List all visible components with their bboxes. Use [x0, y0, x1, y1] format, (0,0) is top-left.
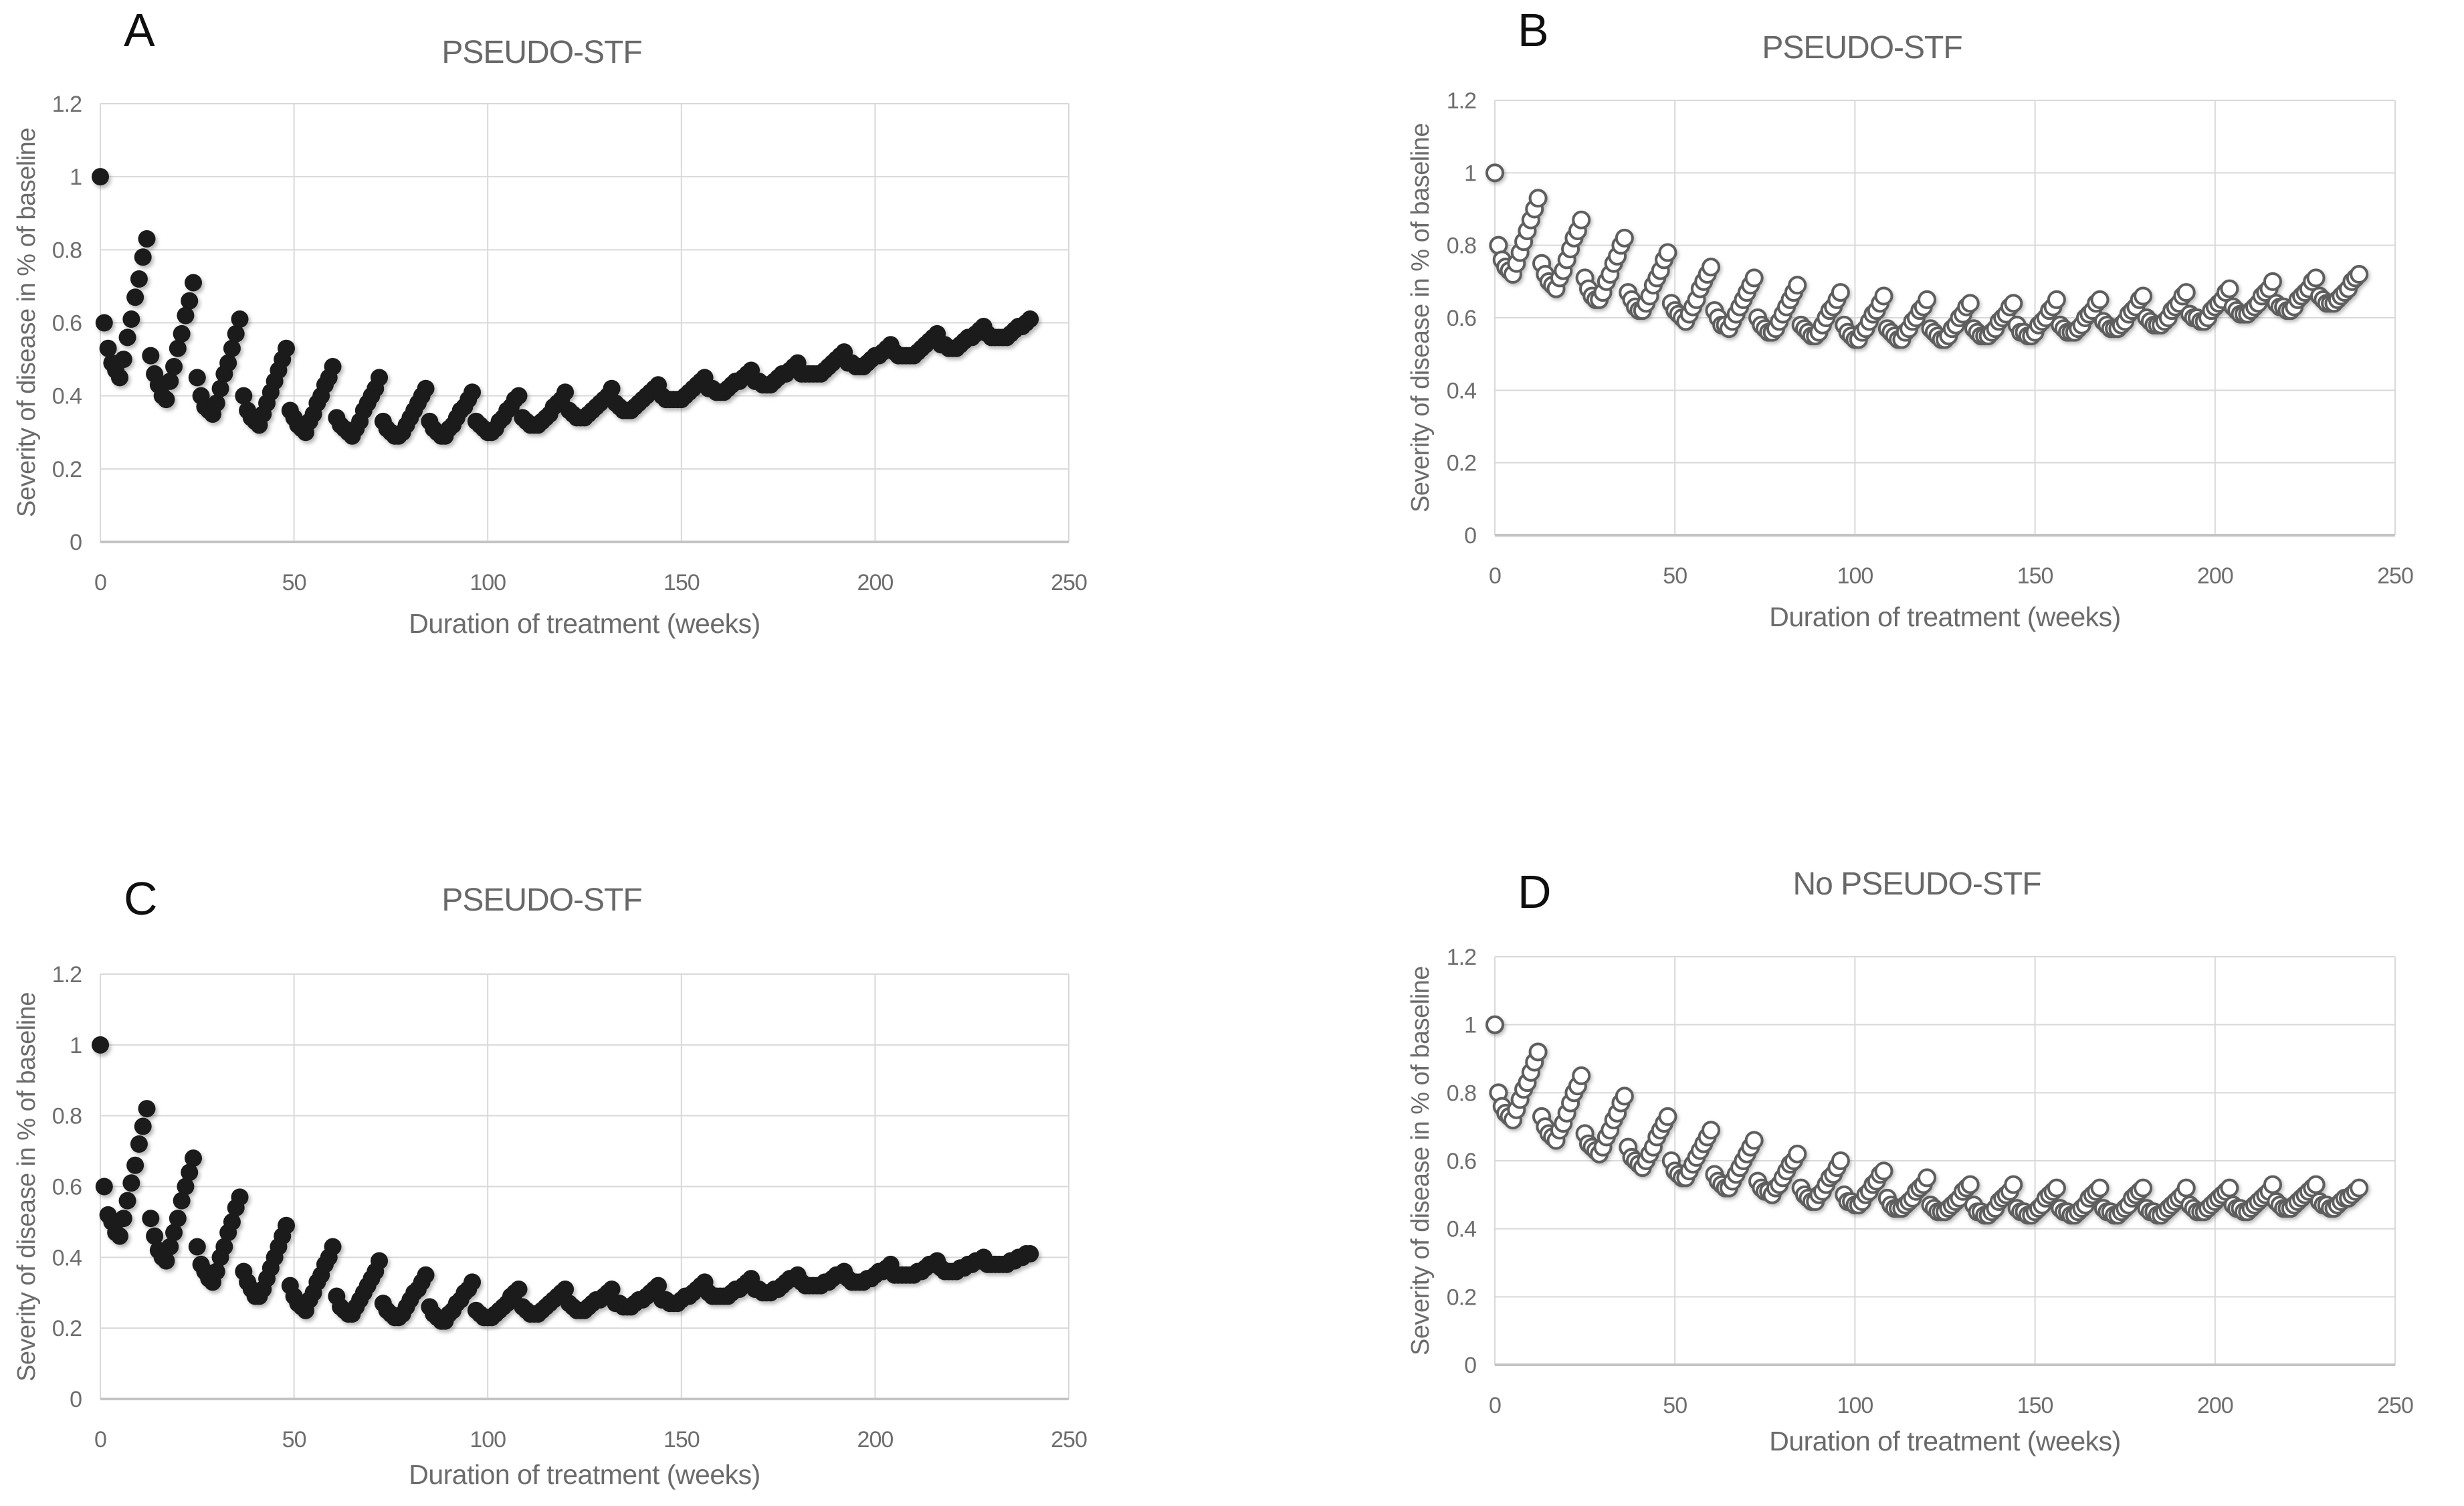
panel-letter: D — [1518, 866, 1552, 918]
data-points — [92, 168, 1039, 445]
x-tick-label: 100 — [1837, 1393, 1873, 1418]
x-axis-title: Duration of treatment (weeks) — [1769, 601, 2121, 632]
chart-title: PSEUDO-STF — [441, 35, 642, 70]
y-tick-label: 0.6 — [52, 311, 82, 337]
x-tick-label: 250 — [1051, 570, 1087, 595]
x-tick-label: 50 — [282, 1427, 306, 1452]
scatter-plot: 0 50 100 150 200 250 0 0.2 0.4 0.6 0.8 1 1.2 — [52, 962, 1088, 1452]
panel-letter: C — [124, 872, 158, 925]
y-tick-label: 0.6 — [52, 1175, 82, 1200]
x-tick-labels: 0 50 100 150 200 250 — [1489, 1393, 2414, 1418]
x-tick-label: 200 — [857, 570, 894, 595]
y-tick-label: 1.2 — [52, 92, 82, 117]
y-tick-label: 1.2 — [1447, 88, 1476, 114]
y-tick-label: 0.4 — [1447, 378, 1476, 403]
panel-a: A PSEUDO-STF Severity of disease in % of… — [0, 0, 1231, 753]
y-tick-label: 1 — [1464, 1013, 1476, 1038]
y-tick-label: 0.6 — [1447, 306, 1476, 331]
y-tick-label: 0.4 — [52, 384, 82, 409]
x-tick-label: 100 — [1837, 563, 1873, 589]
x-tick-label: 0 — [1489, 1393, 1501, 1418]
x-tick-label: 150 — [663, 1427, 700, 1452]
panel-letter: B — [1518, 4, 1549, 56]
y-tick-label: 0 — [70, 530, 82, 555]
panel-c: C PSEUDO-STF Severity of disease in % of… — [0, 753, 1231, 1506]
x-axis-title: Duration of treatment (weeks) — [1769, 1426, 2121, 1456]
x-tick-label: 50 — [1663, 1393, 1687, 1418]
y-tick-label: 1 — [70, 1033, 82, 1058]
y-tick-labels: 0 0.2 0.4 0.6 0.8 1 1.2 — [1447, 88, 1477, 549]
scatter-plot: 0 50 100 150 200 250 0 0.2 0.4 0.6 0.8 1 1.2 — [1447, 88, 2414, 589]
panel-letter: A — [124, 4, 155, 56]
x-tick-label: 200 — [2197, 1393, 2233, 1418]
y-tick-label: 0.4 — [52, 1245, 82, 1270]
x-tick-label: 0 — [1489, 563, 1501, 589]
scatter-plot: 0 50 100 150 200 250 0 0.2 0.4 0.6 0.8 1 1.2 — [52, 92, 1088, 595]
y-tick-label: 0.6 — [1447, 1149, 1476, 1174]
x-tick-labels: 0 50 100 150 200 250 — [1489, 563, 2414, 589]
gridlines — [100, 973, 1069, 1400]
data-points — [92, 1036, 1039, 1330]
y-tick-label: 0.2 — [52, 457, 82, 482]
chart-title: No PSEUDO-STF — [1792, 866, 2041, 902]
y-tick-label: 0.8 — [1447, 233, 1476, 259]
y-tick-label: 0.8 — [1447, 1080, 1476, 1106]
x-tick-label: 100 — [470, 1427, 506, 1452]
y-tick-label: 0.2 — [52, 1316, 82, 1341]
x-tick-label: 100 — [470, 570, 506, 595]
x-tick-label: 250 — [2377, 1393, 2413, 1418]
y-tick-label: 0.2 — [1447, 451, 1476, 476]
x-tick-labels: 0 50 100 150 200 250 — [94, 570, 1088, 595]
x-tick-label: 250 — [2377, 563, 2413, 589]
x-tick-label: 250 — [1051, 1427, 1087, 1452]
y-tick-label: 0 — [1464, 523, 1476, 549]
y-tick-label: 1.2 — [1447, 945, 1476, 970]
y-tick-labels: 0 0.2 0.4 0.6 0.8 1 1.2 — [1447, 945, 1477, 1378]
scatter-plot: 0 50 100 150 200 250 0 0.2 0.4 0.6 0.8 1 1.2 — [1447, 945, 2414, 1418]
data-points — [1485, 163, 2369, 349]
panel-d: D No PSEUDO-STF Severity of disease in %… — [1233, 753, 2464, 1506]
x-tick-label: 0 — [94, 1427, 106, 1452]
x-tick-label: 150 — [663, 570, 700, 595]
chart-title: PSEUDO-STF — [1762, 30, 1962, 66]
chart-title: PSEUDO-STF — [441, 882, 642, 918]
data-points — [1485, 1015, 2369, 1225]
y-tick-label: 1 — [1464, 161, 1476, 186]
y-tick-label: 0.2 — [1447, 1285, 1476, 1310]
gridlines — [1494, 100, 2396, 536]
panel-b: B PSEUDO-STF Severity of disease in % of… — [1233, 0, 2464, 753]
y-tick-label: 0 — [70, 1387, 82, 1412]
y-tick-label: 0.4 — [1447, 1217, 1476, 1242]
x-axis-title: Duration of treatment (weeks) — [409, 1459, 760, 1490]
x-tick-label: 150 — [2017, 1393, 2053, 1418]
x-tick-label: 200 — [2197, 563, 2233, 589]
y-tick-labels: 0 0.2 0.4 0.6 0.8 1 1.2 — [52, 962, 82, 1412]
y-tick-label: 0.8 — [52, 1104, 82, 1129]
y-tick-label: 0 — [1464, 1353, 1476, 1378]
x-tick-labels: 0 50 100 150 200 250 — [94, 1427, 1088, 1452]
x-tick-label: 200 — [857, 1427, 894, 1452]
y-tick-labels: 0 0.2 0.4 0.6 0.8 1 1.2 — [52, 92, 82, 555]
y-tick-label: 1 — [70, 165, 82, 190]
x-axis-title: Duration of treatment (weeks) — [409, 608, 760, 639]
x-tick-label: 50 — [282, 570, 306, 595]
x-tick-label: 150 — [2017, 563, 2053, 589]
x-tick-label: 50 — [1663, 563, 1687, 589]
y-tick-label: 0.8 — [52, 238, 82, 263]
y-tick-label: 1.2 — [52, 962, 82, 987]
x-tick-label: 0 — [94, 570, 106, 595]
